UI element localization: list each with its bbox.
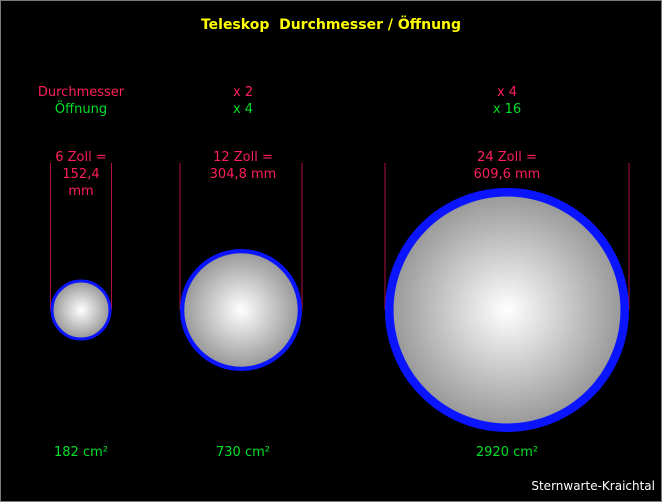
- aperture-disk-6in: [50, 279, 112, 341]
- size-label-12in: 12 Zoll = 304,8 mm: [209, 150, 277, 182]
- size-label-6in: 6 Zoll = 152,4 mm: [55, 150, 107, 199]
- area-label-12in: 730 cm²: [216, 445, 270, 460]
- credit-text: Sternwarte-Kraichtal: [531, 479, 655, 493]
- aperture-factor-12in: x 4: [232, 102, 254, 117]
- aperture-disk-24in: [384, 187, 629, 432]
- aperture-factor-24in: x 16: [492, 102, 522, 117]
- diameter-factor-12in: x 2: [232, 85, 254, 100]
- area-label-24in: 2920 cm²: [475, 445, 539, 460]
- diagram-title: Teleskop Durchmesser / Öffnung: [200, 17, 462, 33]
- diameter-factor-24in: x 4: [496, 85, 518, 100]
- aperture-disk-12in: [179, 248, 302, 371]
- area-label-6in: 182 cm²: [54, 445, 108, 460]
- legend-aperture-label: Öffnung: [54, 102, 108, 117]
- size-label-24in: 24 Zoll = 609,6 mm: [473, 150, 541, 182]
- legend-diameter-label: Durchmesser: [37, 85, 125, 100]
